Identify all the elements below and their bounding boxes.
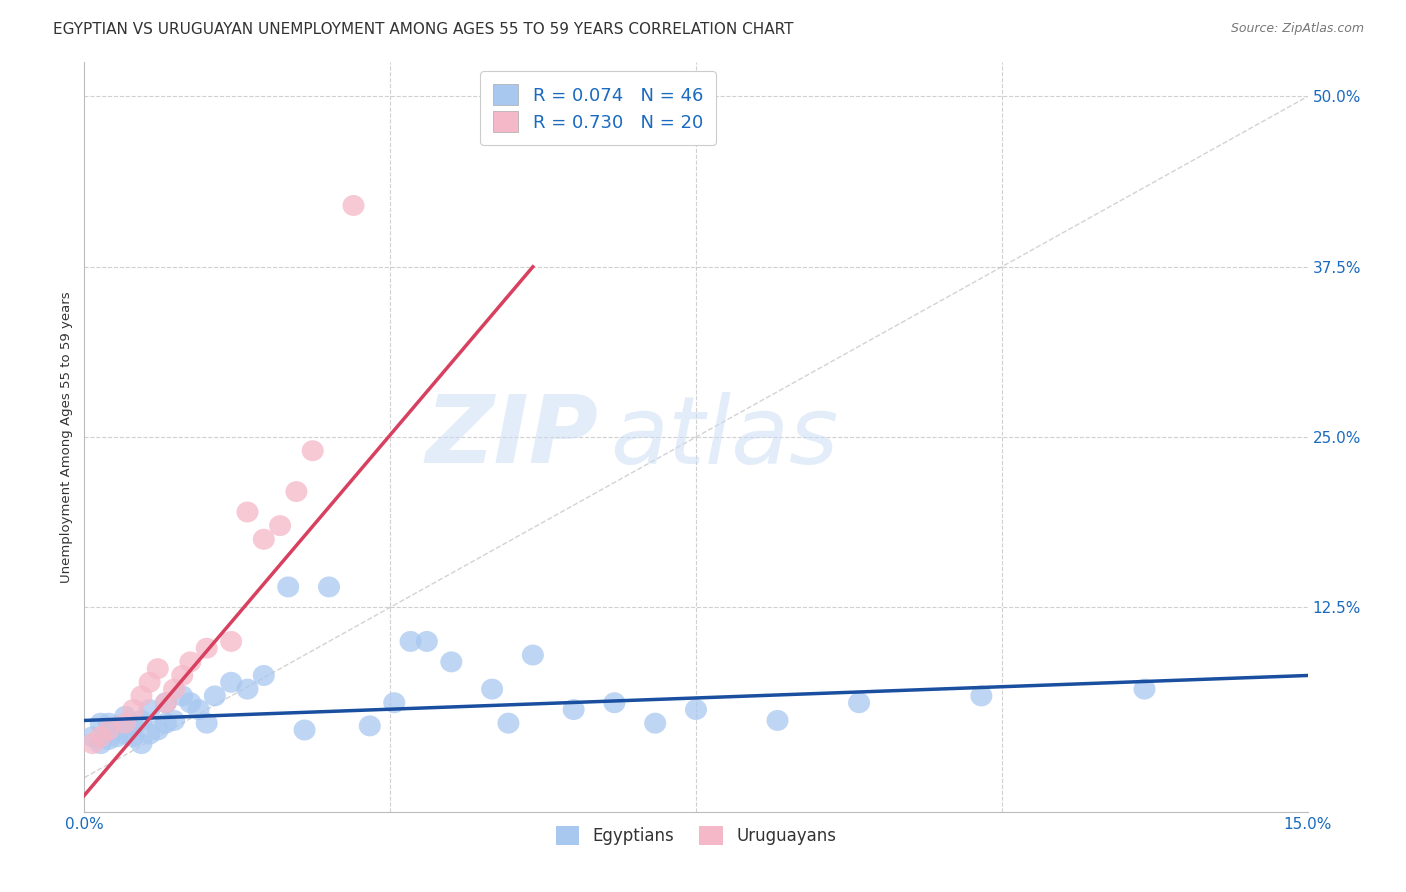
Ellipse shape (172, 685, 193, 706)
Ellipse shape (195, 638, 218, 658)
Ellipse shape (187, 699, 209, 720)
Ellipse shape (122, 715, 145, 737)
Ellipse shape (82, 733, 104, 754)
Text: atlas: atlas (610, 392, 838, 483)
Y-axis label: Unemployment Among Ages 55 to 59 years: Unemployment Among Ages 55 to 59 years (60, 292, 73, 582)
Ellipse shape (98, 713, 120, 733)
Ellipse shape (172, 665, 193, 686)
Ellipse shape (236, 679, 259, 699)
Ellipse shape (221, 631, 242, 652)
Ellipse shape (204, 685, 226, 706)
Ellipse shape (98, 720, 120, 740)
Ellipse shape (146, 658, 169, 679)
Ellipse shape (236, 501, 259, 523)
Ellipse shape (498, 713, 519, 733)
Ellipse shape (155, 692, 177, 714)
Ellipse shape (416, 631, 437, 652)
Ellipse shape (82, 726, 104, 747)
Ellipse shape (685, 699, 707, 720)
Ellipse shape (139, 723, 160, 745)
Ellipse shape (253, 529, 274, 549)
Ellipse shape (131, 685, 152, 706)
Ellipse shape (163, 679, 186, 699)
Ellipse shape (155, 692, 177, 714)
Ellipse shape (253, 665, 274, 686)
Ellipse shape (90, 733, 111, 754)
Ellipse shape (277, 576, 299, 598)
Ellipse shape (122, 699, 145, 720)
Ellipse shape (195, 713, 218, 733)
Ellipse shape (98, 729, 120, 750)
Ellipse shape (122, 726, 145, 747)
Text: Source: ZipAtlas.com: Source: ZipAtlas.com (1230, 22, 1364, 36)
Ellipse shape (269, 516, 291, 536)
Ellipse shape (481, 679, 503, 699)
Ellipse shape (105, 726, 128, 747)
Ellipse shape (970, 685, 993, 706)
Ellipse shape (603, 692, 626, 714)
Text: ZIP: ZIP (425, 391, 598, 483)
Ellipse shape (522, 645, 544, 665)
Ellipse shape (766, 710, 789, 731)
Legend: Egyptians, Uruguayans: Egyptians, Uruguayans (550, 820, 842, 852)
Ellipse shape (221, 672, 242, 693)
Ellipse shape (146, 720, 169, 740)
Ellipse shape (131, 710, 152, 731)
Text: EGYPTIAN VS URUGUAYAN UNEMPLOYMENT AMONG AGES 55 TO 59 YEARS CORRELATION CHART: EGYPTIAN VS URUGUAYAN UNEMPLOYMENT AMONG… (53, 22, 794, 37)
Ellipse shape (155, 713, 177, 733)
Ellipse shape (105, 720, 128, 740)
Ellipse shape (384, 692, 405, 714)
Ellipse shape (440, 651, 463, 673)
Ellipse shape (848, 692, 870, 714)
Ellipse shape (343, 195, 364, 216)
Ellipse shape (114, 713, 136, 733)
Ellipse shape (90, 726, 111, 747)
Ellipse shape (302, 441, 323, 461)
Ellipse shape (294, 720, 315, 740)
Ellipse shape (180, 692, 201, 714)
Ellipse shape (318, 576, 340, 598)
Ellipse shape (644, 713, 666, 733)
Ellipse shape (163, 710, 186, 731)
Ellipse shape (131, 733, 152, 754)
Ellipse shape (139, 672, 160, 693)
Ellipse shape (180, 651, 201, 673)
Ellipse shape (90, 713, 111, 733)
Ellipse shape (1133, 679, 1156, 699)
Ellipse shape (399, 631, 422, 652)
Ellipse shape (114, 723, 136, 745)
Ellipse shape (114, 706, 136, 727)
Ellipse shape (139, 699, 160, 720)
Ellipse shape (562, 699, 585, 720)
Ellipse shape (359, 715, 381, 737)
Ellipse shape (285, 481, 308, 502)
